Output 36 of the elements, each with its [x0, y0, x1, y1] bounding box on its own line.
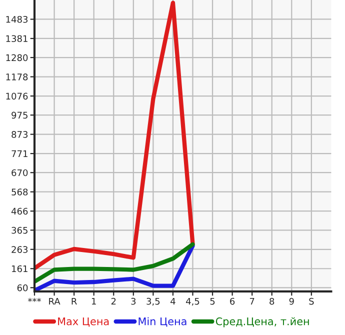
- y-tick-label: 771: [12, 150, 28, 157]
- y-tick-label: 263: [12, 246, 28, 253]
- y-tick-label: 873: [12, 131, 28, 138]
- x-tick-label: 3,5: [146, 298, 160, 306]
- x-tick-label: 7: [250, 298, 254, 305]
- x-tick-label: 8: [270, 298, 274, 305]
- y-tick-label: 1076: [6, 92, 28, 100]
- y-tick-label: 161: [12, 265, 28, 272]
- x-tick-label: S: [309, 298, 314, 305]
- legend-label: Max Цена: [58, 318, 109, 327]
- x-tick-label: 5: [210, 298, 215, 305]
- y-tick-label: 568: [12, 188, 28, 196]
- x-tick-label: R: [72, 298, 77, 305]
- x-tick-label: 6: [230, 298, 235, 305]
- line-series: [34, 0, 195, 270]
- x-tick-label: 4: [170, 298, 176, 305]
- line-series: [34, 242, 195, 284]
- legend-label: Min Цена: [138, 317, 186, 327]
- x-tick-label: 1: [92, 298, 96, 305]
- y-tick-label: 466: [11, 208, 28, 215]
- x-tick-label: ***: [28, 298, 41, 302]
- x-tick-label: 4,5: [186, 298, 200, 306]
- y-tick-label: 60: [17, 284, 28, 292]
- y-tick-label: 1483: [6, 16, 28, 23]
- y-tick-label: 1280: [6, 54, 28, 62]
- x-tick-label: RA: [49, 298, 60, 305]
- legend-label: Сред.Цена, т.йен: [216, 317, 309, 328]
- line-series: [34, 244, 195, 292]
- y-tick-label: 365: [12, 226, 28, 234]
- y-tick-label: 975: [12, 112, 28, 119]
- y-tick-label: 1381: [6, 35, 28, 42]
- x-tick-label: 9: [289, 298, 294, 305]
- x-tick-label: 2: [111, 298, 116, 305]
- y-tick-label: 670: [12, 169, 28, 176]
- x-tick-label: 3: [131, 298, 136, 305]
- y-tick-label: 1178: [6, 74, 28, 80]
